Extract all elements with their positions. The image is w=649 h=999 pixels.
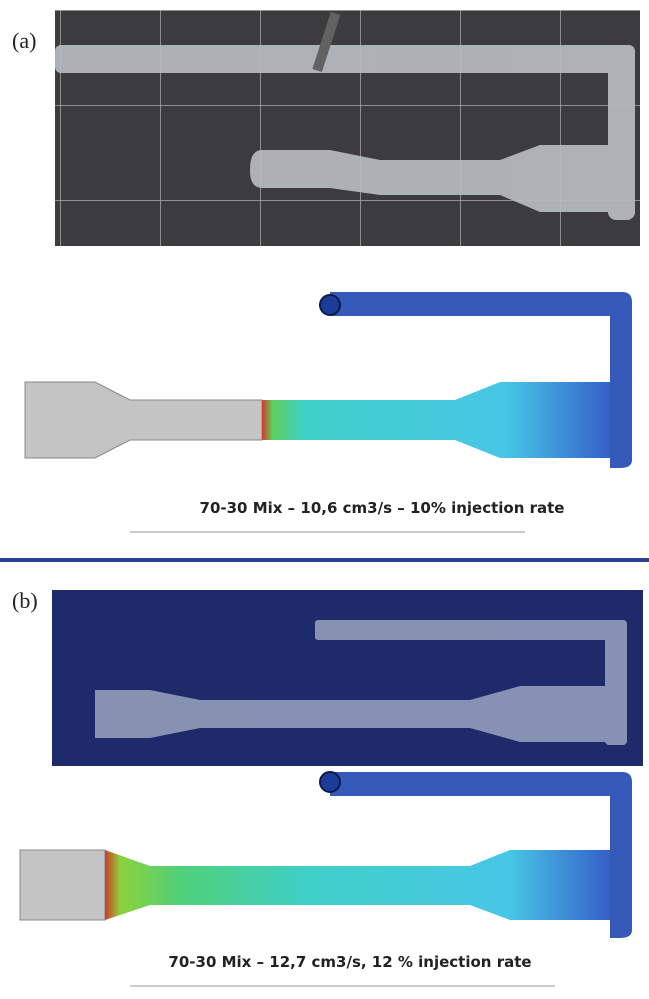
panel-label: (a) bbox=[12, 28, 36, 53]
simulation-a bbox=[25, 292, 632, 468]
divider bbox=[0, 558, 649, 562]
figure: (a) 70-30 Mix – 10,6 cm3/s – 10% injecti… bbox=[0, 0, 649, 999]
caption: 70-30 Mix – 10,6 cm3/s – 10% injection r… bbox=[200, 499, 565, 517]
page: (a) 70-30 Mix – 10,6 cm3/s – 10% injecti… bbox=[0, 0, 649, 999]
caption: 70-30 Mix – 12,7 cm3/s, 12 % injection r… bbox=[168, 953, 531, 971]
simulation-b bbox=[20, 772, 632, 938]
panel-label: (b) bbox=[12, 588, 38, 613]
